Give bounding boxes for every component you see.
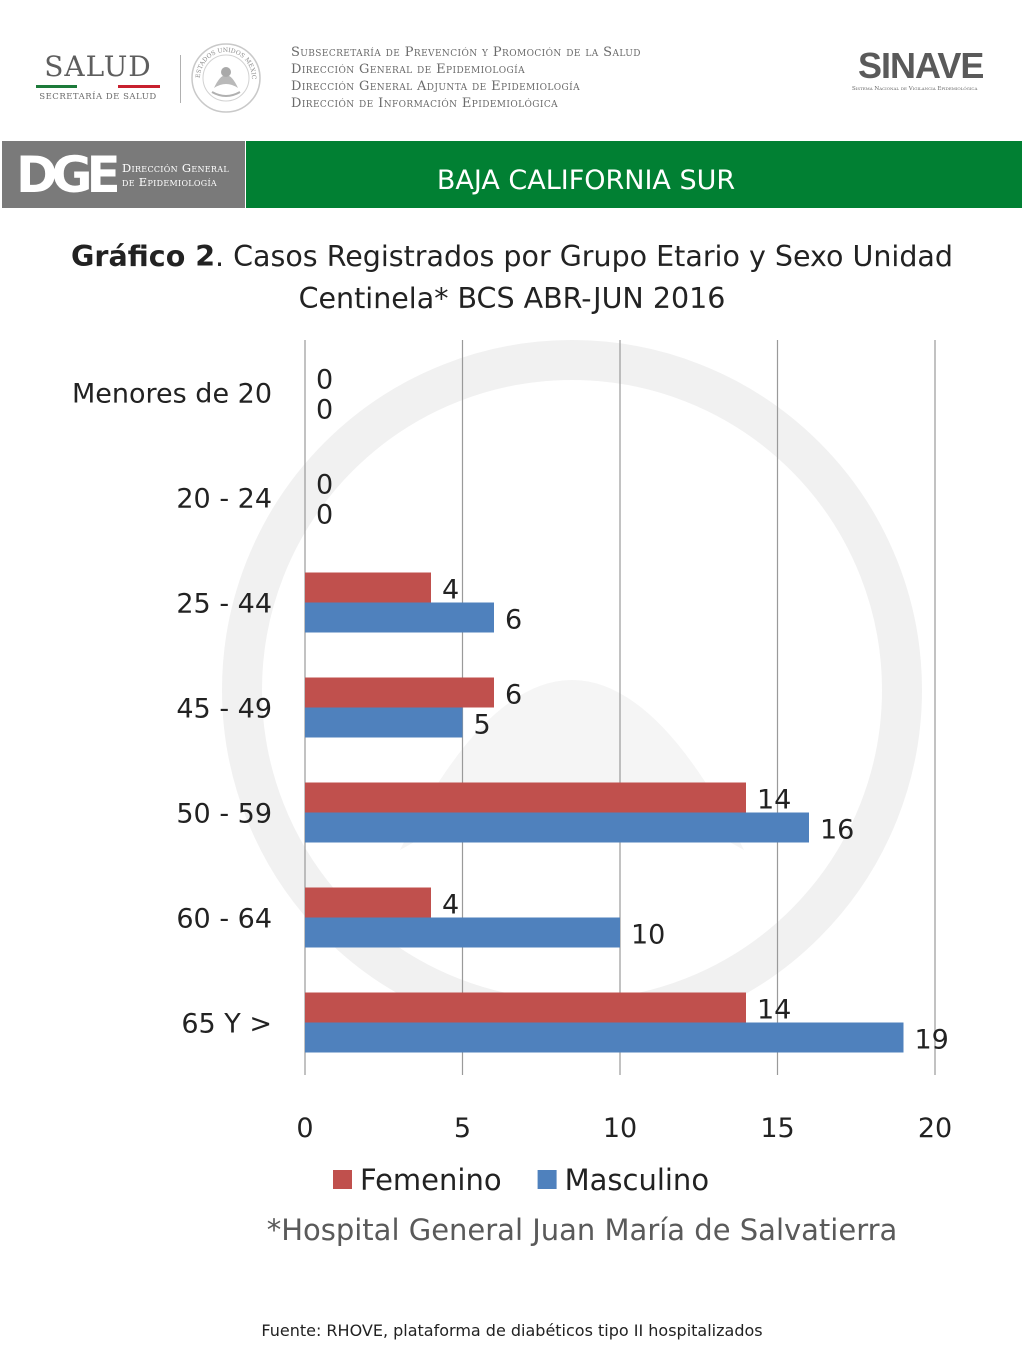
state-bar: BAJA CALIFORNIA SUR [246, 141, 1022, 208]
category-label: 50 - 59 [176, 799, 272, 830]
bar-masculino [305, 1022, 904, 1053]
x-axis-ticks: 0 5 10 15 20 [296, 1113, 952, 1144]
value-label-femenino: 4 [442, 890, 459, 921]
bar-femenino [305, 887, 431, 918]
salud-logo-rule [36, 85, 160, 88]
bar-femenino [305, 677, 494, 708]
value-label-femenino: 0 [316, 365, 333, 396]
header-divider [180, 55, 181, 103]
value-label-femenino: 14 [757, 995, 791, 1026]
bar-femenino [305, 572, 431, 603]
category-label: 20 - 24 [176, 484, 272, 515]
chart-title-text: . Casos Registrados por Grupo Etario y S… [215, 240, 953, 315]
x-tick-label: 0 [296, 1113, 313, 1144]
bar-masculino [305, 812, 809, 843]
footnote: *Hospital General Juan María de Salvatie… [266, 1213, 898, 1247]
banner: DGE Dirección General de Epidemiología B… [0, 141, 1024, 208]
category-labels: Menores de 20 20 - 24 25 - 44 45 - 49 50 - 5… [72, 379, 272, 1040]
bar-masculino [305, 917, 620, 948]
value-label-masculino: 0 [316, 500, 333, 531]
x-tick-label: 5 [454, 1113, 471, 1144]
subsecretaria-line: Subsecretaría de Prevención y Promoción … [291, 45, 641, 60]
value-label-masculino: 5 [474, 710, 491, 741]
x-tick-label: 15 [760, 1113, 794, 1144]
value-label-femenino: 0 [316, 470, 333, 501]
dge-logo-line: de Epidemiología [122, 175, 218, 189]
salud-logo-subtitle: SECRETARÍA DE SALUD [39, 92, 157, 102]
value-label-femenino: 14 [757, 785, 791, 816]
x-tick-label: 10 [603, 1113, 637, 1144]
sinave-logo-subtitle: Sistema Nacional de Vigilancia Epidemiol… [852, 86, 978, 92]
header: SALUD SECRETARÍA DE SALUD ESTADOS UNIDOS… [0, 0, 1024, 135]
subsecretaria-block: Subsecretaría de Prevención y Promoción … [291, 44, 811, 112]
bars [305, 572, 904, 1053]
subsecretaria-line: Dirección de Información Epidemiológica [291, 96, 559, 111]
dge-logo-letters: DGE [16, 146, 121, 204]
bar-masculino [305, 707, 463, 738]
x-tick-label: 20 [918, 1113, 952, 1144]
dge-logo-text: Dirección General de Epidemiología [122, 161, 229, 189]
category-label: 60 - 64 [176, 904, 272, 935]
mexico-seal-icon: ESTADOS UNIDOS MEXICANOS [190, 42, 261, 113]
value-label-masculino: 6 [505, 605, 522, 636]
bar-femenino [305, 992, 746, 1023]
category-label: 45 - 49 [176, 694, 272, 725]
dge-logo-line: Dirección General [122, 161, 229, 175]
subsecretaria-line: Dirección General de Epidemiología [291, 62, 525, 77]
legend: Femenino Masculino [333, 1163, 709, 1197]
chart-title: Gráfico 2. Casos Registrados por Grupo E… [40, 236, 984, 320]
legend-label: Masculino [565, 1163, 709, 1197]
category-label: 65 Y > [181, 1009, 272, 1040]
value-label-masculino: 16 [820, 815, 854, 846]
salud-logo: SALUD SECRETARÍA DE SALUD [28, 52, 168, 102]
legend-label: Femenino [360, 1163, 502, 1197]
bar-masculino [305, 602, 494, 633]
sinave-logo-word: SINAVE [858, 45, 984, 86]
value-label-masculino: 0 [316, 395, 333, 426]
value-label-femenino: 4 [442, 575, 459, 606]
state-name: BAJA CALIFORNIA SUR [436, 165, 736, 196]
legend-swatch [537, 1170, 557, 1189]
subsecretaria-line: Dirección General Adjunta de Epidemiolog… [291, 79, 580, 94]
chart-title-bold: Gráfico 2 [71, 240, 216, 273]
salud-logo-word: SALUD [44, 50, 152, 83]
source-note: Fuente: RHOVE, plataforma de diabéticos … [261, 1321, 763, 1340]
category-label: Menores de 20 [72, 379, 272, 410]
bar-femenino [305, 782, 746, 813]
legend-swatch [333, 1170, 352, 1189]
value-label-masculino: 10 [631, 920, 665, 951]
value-label-femenino: 6 [505, 680, 522, 711]
dge-logo: DGE Dirección General de Epidemiología [2, 141, 245, 208]
sinave-logo: SINAVE Sistema Nacional de Vigilancia Ep… [852, 45, 992, 93]
category-label: 25 - 44 [176, 589, 272, 620]
value-label-masculino: 19 [915, 1025, 949, 1056]
